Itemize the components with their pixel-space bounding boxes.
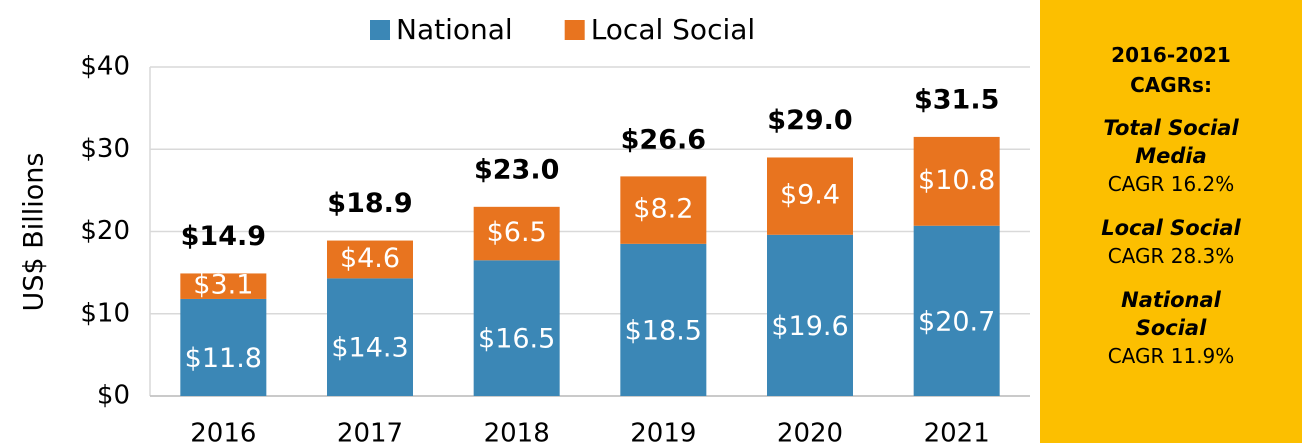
total-label: $23.0: [474, 154, 559, 185]
x-tick-label: 2020: [777, 419, 843, 443]
bar-segment: [620, 176, 707, 244]
segment-label: $9.4: [780, 180, 840, 211]
panel-item-text: CAGR 11.9%: [1107, 344, 1235, 368]
bar-segment: [767, 157, 853, 235]
segment-label: $8.2: [633, 194, 693, 225]
segment-label: $3.1: [193, 270, 253, 301]
panel-item-text: CAGR 28.3%: [1107, 244, 1235, 268]
bar-segment: [327, 278, 413, 396]
y-tick-label: $20: [80, 216, 130, 246]
total-label: $26.6: [621, 125, 706, 156]
y-tick-label: $30: [80, 134, 130, 164]
segment-label: $4.6: [340, 243, 400, 274]
bar-segment: [767, 234, 853, 396]
chart: US$ Billions $0 $10 $20 $30 $40 National Local…: [19, 13, 1030, 443]
panel-item-name: Total Social Media: [1103, 116, 1239, 168]
bar-segment: [473, 260, 560, 396]
x-tick-label: 2021: [924, 419, 990, 443]
segment-label: $10.8: [918, 165, 995, 196]
y-tick-label: $10: [80, 298, 130, 328]
y-axis-label: US$ Billions: [19, 153, 50, 312]
total-label: $31.5: [914, 84, 999, 115]
legend-swatch: [370, 20, 390, 40]
panel-item-name: National Social: [1121, 288, 1221, 340]
legend-label: National: [396, 13, 513, 46]
cagr-panel: 2016-2021 CAGRs: Total Social Media CAGR…: [1040, 0, 1302, 443]
x-tick-label: 2016: [190, 419, 256, 443]
y-tick-label: $0: [97, 381, 130, 411]
bar-segment: [473, 206, 560, 261]
bar-segment: [620, 243, 707, 396]
bar-segment: [180, 298, 267, 396]
legend-label: Local Social: [591, 13, 756, 46]
total-label: $29.0: [767, 105, 852, 136]
segment-label: $11.8: [185, 343, 262, 374]
segment-label: $18.5: [625, 315, 702, 346]
total-label: $14.9: [181, 221, 266, 252]
segment-label: $20.7: [918, 306, 995, 337]
segment-label: $19.6: [771, 311, 848, 342]
y-tick-label: $40: [80, 52, 130, 82]
segment-label: $14.3: [331, 333, 408, 364]
x-tick-label: 2018: [484, 419, 550, 443]
total-label: $18.9: [327, 188, 412, 219]
bar-segment: [913, 225, 1000, 396]
x-tick-label: 2017: [337, 419, 403, 443]
segment-label: $6.5: [487, 217, 547, 248]
segment-label: $16.5: [478, 324, 555, 355]
panel-title: 2016-2021 CAGRs:: [1111, 43, 1231, 97]
panel-item-name: Local Social: [1101, 216, 1241, 240]
panel-item-text: CAGR 16.2%: [1107, 172, 1235, 196]
bar-segment: [327, 240, 413, 279]
bar-segment: [913, 136, 1000, 226]
legend-swatch: [564, 20, 585, 40]
bar-segment: [180, 273, 267, 299]
x-tick-label: 2019: [630, 419, 696, 443]
